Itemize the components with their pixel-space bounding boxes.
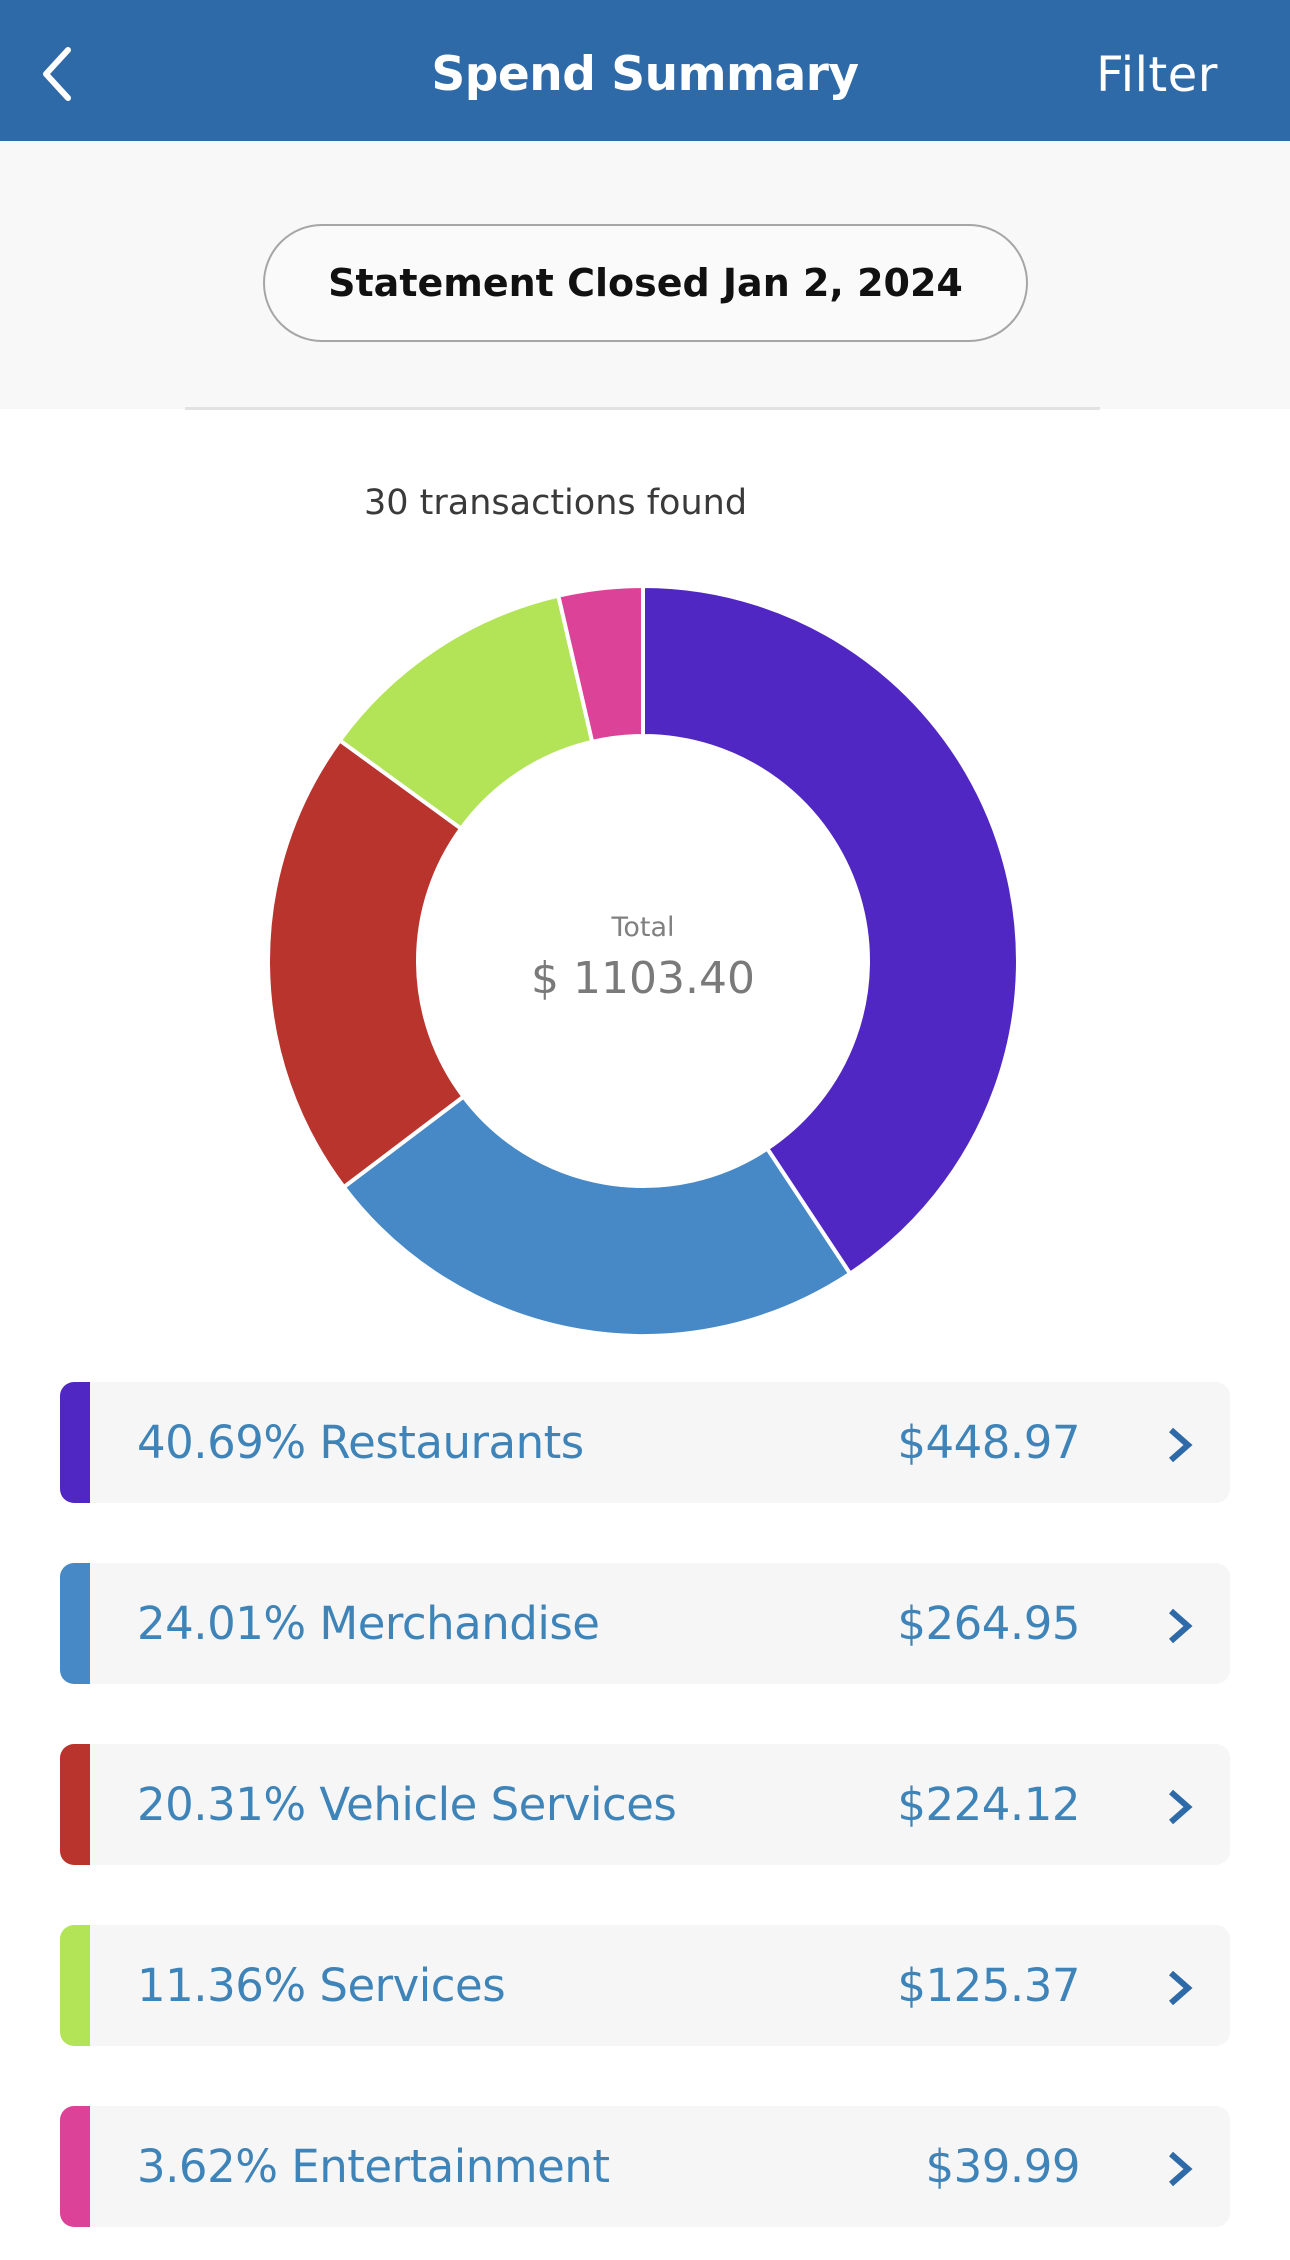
category-color-swatch [60, 1744, 90, 1865]
total-label: Total [611, 912, 675, 943]
category-label: 11.36% Services [137, 1959, 506, 2012]
category-color-swatch [60, 2106, 90, 2227]
chevron-right-icon [1169, 1789, 1193, 1825]
category-amount: $448.97 [897, 1416, 1080, 1469]
category-label: 20.31% Vehicle Services [137, 1778, 677, 1831]
chevron-left-icon [43, 47, 71, 101]
category-label: 40.69% Restaurants [137, 1416, 584, 1469]
statement-period-selector[interactable]: Statement Closed Jan 2, 2024 [263, 224, 1028, 342]
chevron-right-icon [1169, 2151, 1193, 2187]
category-label: 3.62% Entertainment [137, 2140, 610, 2193]
total-value: $ 1103.40 [531, 953, 755, 1004]
category-color-swatch [60, 1925, 90, 2046]
divider [185, 407, 1100, 410]
category-row-restaurants[interactable]: 40.69% Restaurants $448.97 [60, 1382, 1230, 1503]
category-amount: $125.37 [897, 1959, 1080, 2012]
category-color-swatch [60, 1382, 90, 1503]
donut-slice-merchandise[interactable] [340, 1093, 853, 1339]
donut-slice-vehicle-services[interactable] [266, 737, 467, 1190]
chevron-right-icon [1169, 1427, 1193, 1463]
donut-slice-restaurants[interactable] [641, 583, 1021, 1277]
category-row-vehicle-services[interactable]: 20.31% Vehicle Services $224.12 [60, 1744, 1230, 1865]
back-button[interactable] [28, 36, 88, 112]
transactions-count: 30 transactions found [364, 483, 748, 523]
donut-slice-entertainment[interactable] [555, 583, 645, 745]
chevron-right-icon [1169, 1608, 1193, 1644]
chevron-right-icon [1169, 1970, 1193, 2006]
category-amount: $224.12 [897, 1778, 1080, 1831]
category-label: 24.01% Merchandise [137, 1597, 600, 1650]
category-color-swatch [60, 1563, 90, 1684]
filter-button[interactable]: Filter [1096, 47, 1218, 103]
app-header: Spend Summary Filter [0, 0, 1290, 141]
page-title: Spend Summary [431, 47, 859, 102]
statement-period-label: Statement Closed Jan 2, 2024 [328, 261, 963, 305]
category-row-merchandise[interactable]: 24.01% Merchandise $264.95 [60, 1563, 1230, 1684]
category-row-entertainment[interactable]: 3.62% Entertainment $39.99 [60, 2106, 1230, 2227]
category-row-services[interactable]: 11.36% Services $125.37 [60, 1925, 1230, 2046]
category-amount: $39.99 [925, 2140, 1081, 2193]
category-amount: $264.95 [897, 1597, 1080, 1650]
